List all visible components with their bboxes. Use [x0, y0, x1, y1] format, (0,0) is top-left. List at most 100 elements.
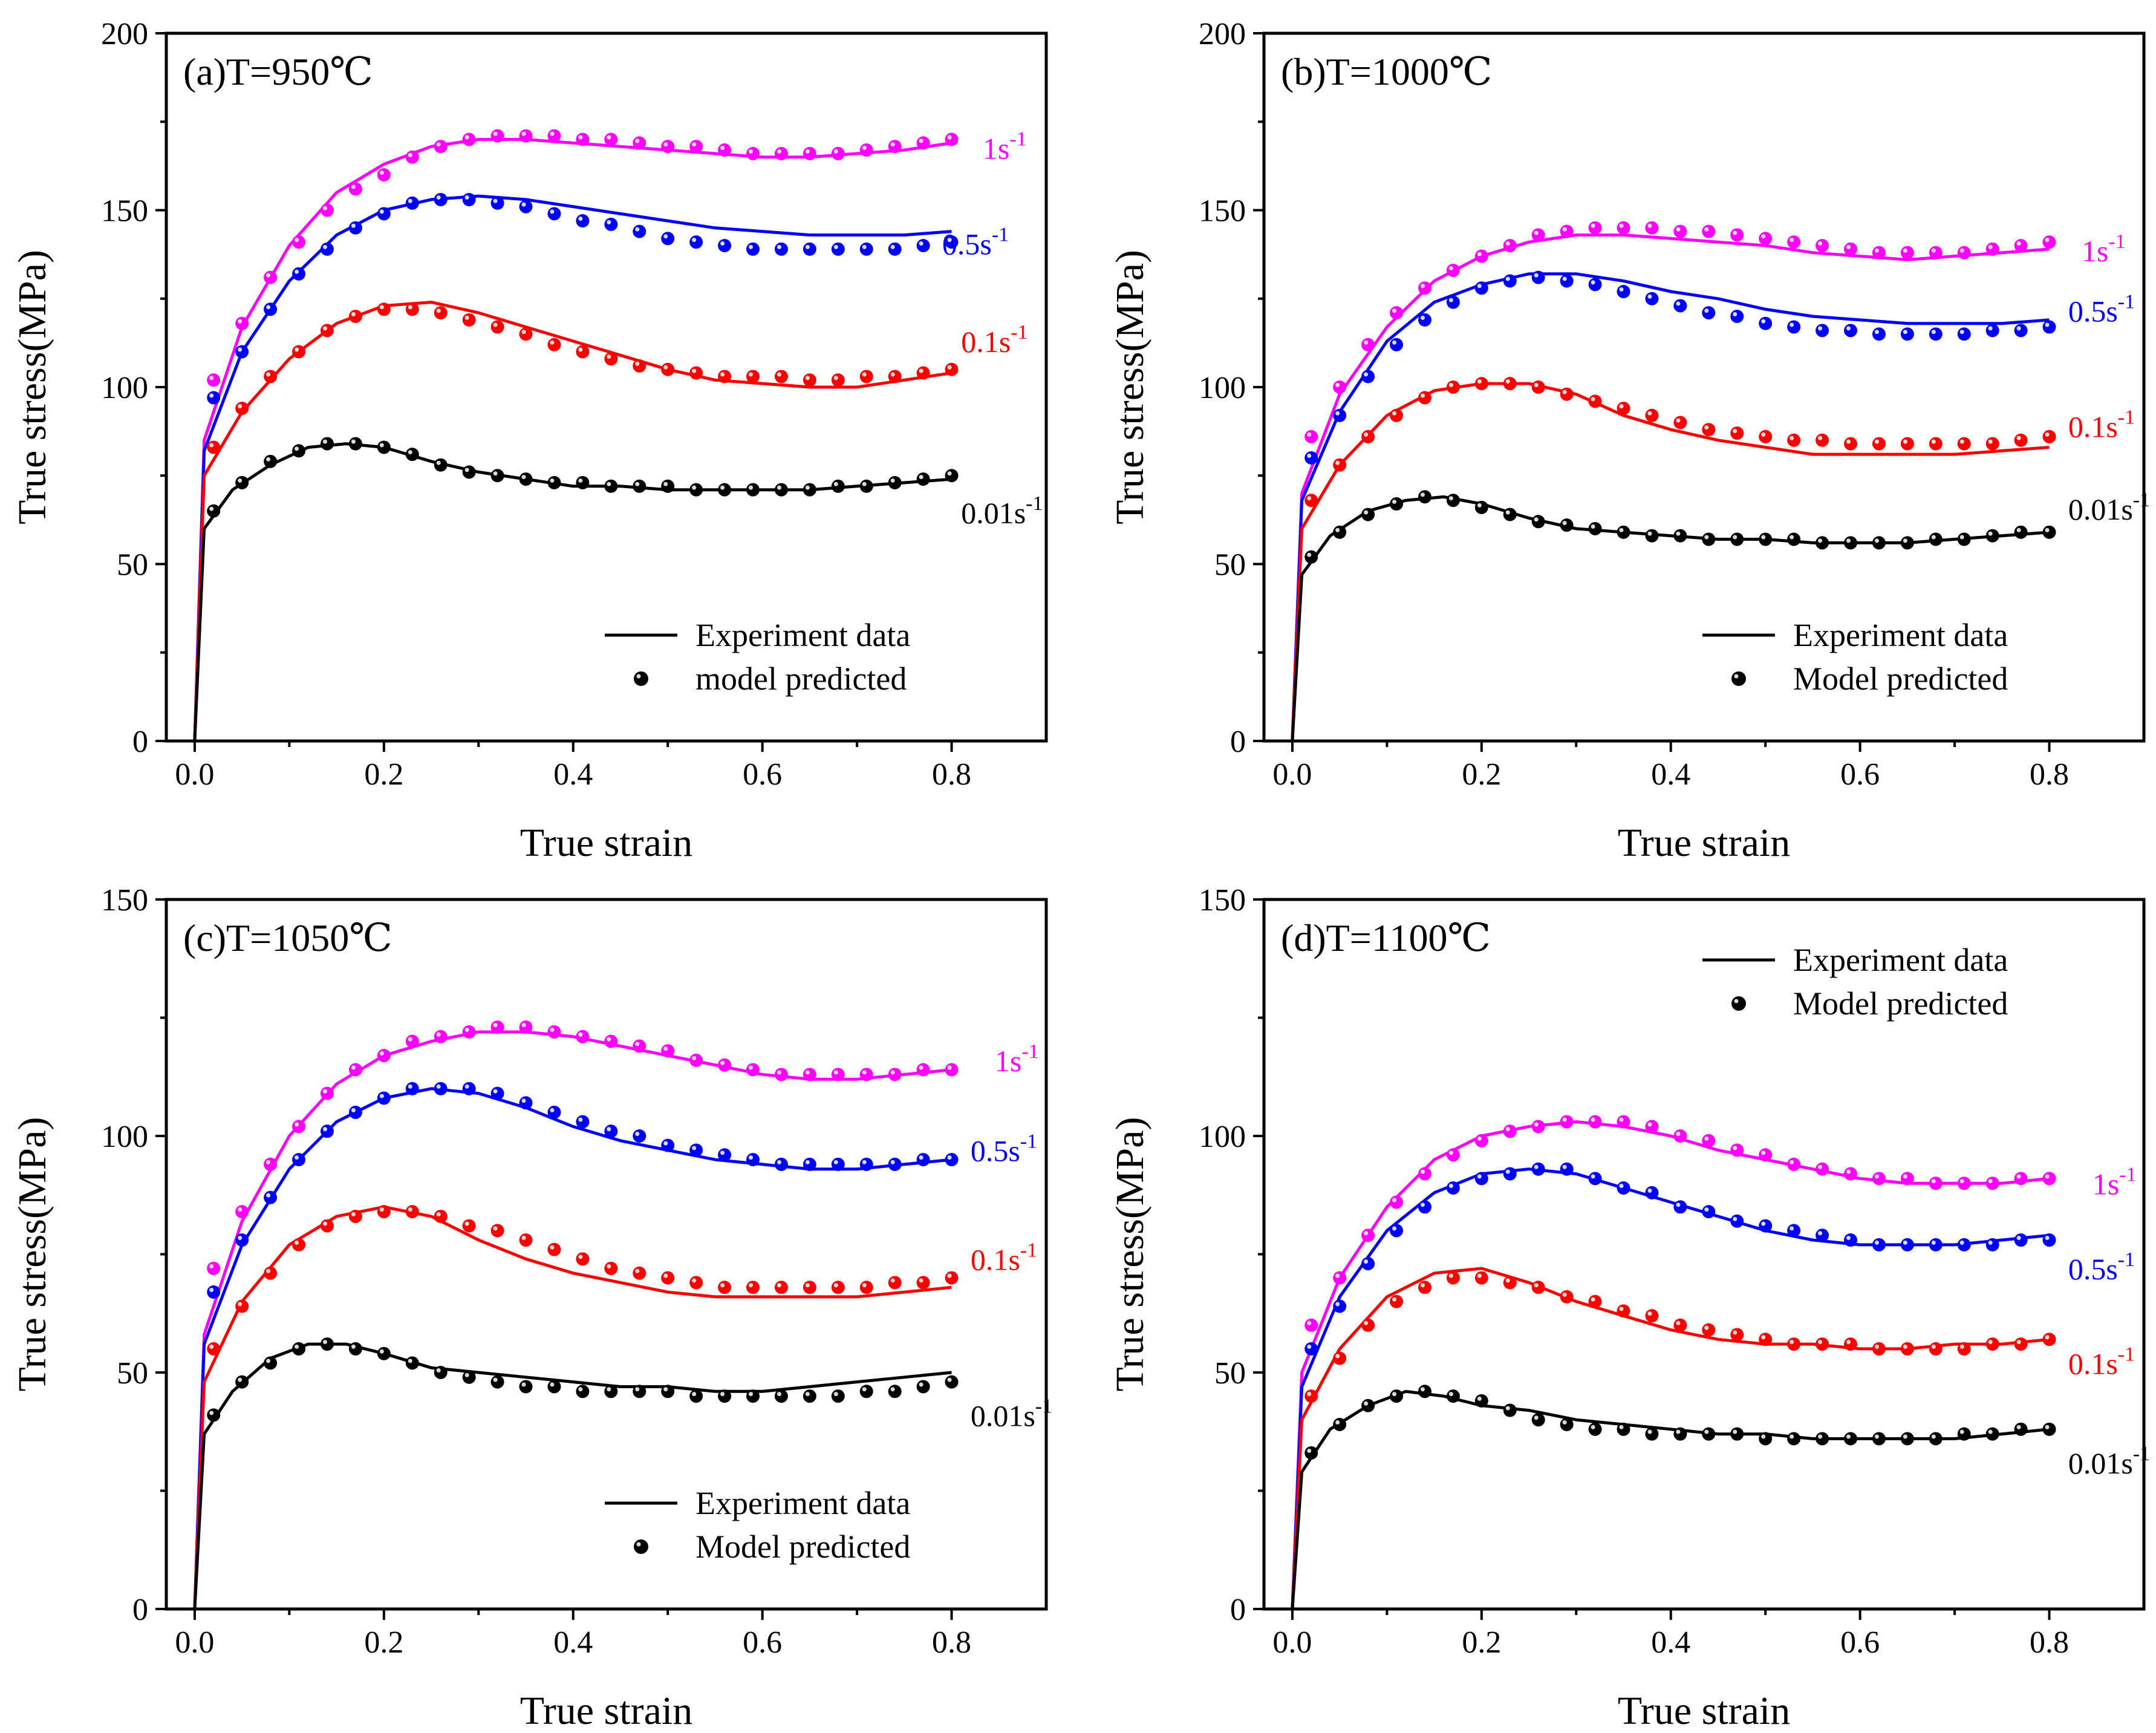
- predicted-point: [1390, 497, 1404, 511]
- predicted-point: [1985, 1337, 1999, 1351]
- predicted-point: [2042, 525, 2056, 539]
- predicted-point-highlight: [692, 485, 697, 490]
- predicted-point: [1531, 1281, 1545, 1294]
- predicted-point-highlight: [1307, 552, 1312, 557]
- predicted-point: [1957, 1427, 1971, 1441]
- predicted-point: [235, 402, 249, 416]
- predicted-point: [945, 362, 959, 376]
- predicted-point: [434, 306, 448, 320]
- predicted-point: [547, 1105, 561, 1119]
- predicted-point: [1474, 1134, 1488, 1147]
- predicted-point: [462, 192, 476, 206]
- predicted-point: [1673, 299, 1687, 313]
- x-tick-label: 0.6: [743, 757, 782, 792]
- predicted-point: [2042, 1233, 2056, 1247]
- predicted-point-highlight: [607, 1037, 611, 1042]
- predicted-point-highlight: [521, 1023, 526, 1028]
- predicted-point-highlight: [777, 1160, 781, 1164]
- predicted-point-highlight: [521, 330, 526, 335]
- predicted-point: [235, 475, 249, 489]
- predicted-point: [490, 1375, 504, 1389]
- predicted-point: [1872, 1172, 1886, 1186]
- predicted-point-highlight: [266, 305, 271, 310]
- predicted-point-highlight: [464, 315, 469, 320]
- predicted-point-highlight: [1874, 248, 1879, 253]
- predicted-point-highlight: [322, 244, 327, 249]
- predicted-point: [576, 1252, 590, 1266]
- predicted-point: [434, 1209, 448, 1223]
- predicted-point: [1560, 1290, 1574, 1304]
- predicted-point: [1673, 1200, 1687, 1214]
- predicted-point: [859, 1281, 873, 1294]
- predicted-point: [1617, 1422, 1630, 1436]
- predicted-point-highlight: [1562, 521, 1567, 526]
- predicted-point-highlight: [1392, 1392, 1397, 1397]
- predicted-point-highlight: [209, 443, 214, 448]
- predicted-point-highlight: [1562, 1117, 1567, 1122]
- predicted-point: [774, 1281, 788, 1294]
- predicted-point-highlight: [1931, 1179, 1936, 1184]
- predicted-point: [633, 1129, 646, 1143]
- predicted-point-highlight: [749, 1283, 753, 1288]
- predicted-point: [1531, 1120, 1545, 1134]
- predicted-point: [1900, 1432, 1914, 1446]
- predicted-point: [1531, 380, 1545, 394]
- legend-marker-symbol: [634, 671, 648, 686]
- predicted-point-highlight: [1818, 1231, 1823, 1236]
- predicted-point: [604, 1124, 618, 1138]
- predicted-point: [235, 1375, 249, 1389]
- predicted-point-highlight: [1448, 1392, 1453, 1397]
- predicted-point: [1304, 451, 1318, 465]
- predicted-point-highlight: [2045, 238, 2050, 243]
- predicted-point-highlight: [2016, 1236, 2021, 1241]
- predicted-point-highlight: [947, 1377, 952, 1382]
- predicted-point: [859, 1157, 873, 1171]
- predicted-point-highlight: [1676, 301, 1681, 306]
- predicted-point: [519, 129, 533, 143]
- predicted-point: [1673, 1318, 1687, 1332]
- rate-value: 0.1: [2068, 1346, 2106, 1380]
- predicted-point: [1333, 1271, 1347, 1285]
- predicted-point-highlight: [1874, 1174, 1879, 1179]
- predicted-point-highlight: [1364, 372, 1369, 377]
- rate-unit: s: [2106, 410, 2117, 443]
- predicted-point: [576, 1030, 590, 1043]
- predicted-point-highlight: [266, 1193, 271, 1198]
- predicted-point: [1985, 324, 1999, 338]
- predicted-point-highlight: [351, 1065, 356, 1070]
- predicted-point-highlight: [1903, 330, 1907, 335]
- predicted-point: [831, 146, 845, 160]
- predicted-point-highlight: [862, 372, 867, 377]
- predicted-point-highlight: [1335, 1354, 1340, 1359]
- predicted-point: [1702, 1205, 1716, 1219]
- predicted-point-highlight: [322, 326, 327, 331]
- series-0.5s-1: 0.5s-1: [1291, 1162, 2135, 1610]
- predicted-point-highlight: [1761, 319, 1766, 324]
- predicted-point-highlight: [209, 1411, 214, 1415]
- rate-label-0.01s-1: 0.01s-1: [2068, 1443, 2150, 1480]
- rate-value: 0.1: [961, 325, 999, 359]
- predicted-point-highlight: [322, 1340, 327, 1345]
- predicted-point: [1872, 1342, 1886, 1356]
- predicted-point: [1645, 1309, 1659, 1323]
- legend-line-label: Experiment data: [1793, 942, 2008, 978]
- predicted-point-highlight: [209, 1264, 214, 1268]
- predicted-point-highlight: [607, 220, 611, 224]
- predicted-point-highlight: [1931, 330, 1936, 335]
- predicted-point-highlight: [322, 439, 327, 444]
- predicted-point-highlight: [238, 347, 243, 352]
- predicted-point: [604, 132, 618, 146]
- predicted-point-highlight: [1505, 1406, 1510, 1411]
- predicted-point: [405, 150, 419, 164]
- rate-label-0.5s-1: 0.5s-1: [2068, 1248, 2135, 1286]
- x-tick-label: 0.0: [1272, 1625, 1312, 1660]
- predicted-point: [803, 1068, 816, 1082]
- predicted-point-highlight: [749, 149, 753, 154]
- predicted-point: [1617, 1115, 1630, 1129]
- predicted-point: [888, 370, 902, 383]
- predicted-point-highlight: [720, 485, 725, 490]
- predicted-point-highlight: [1818, 241, 1823, 246]
- x-tick-label: 0.4: [1651, 1625, 1690, 1660]
- series-0.5s-1: 0.5s-1: [1291, 270, 2135, 742]
